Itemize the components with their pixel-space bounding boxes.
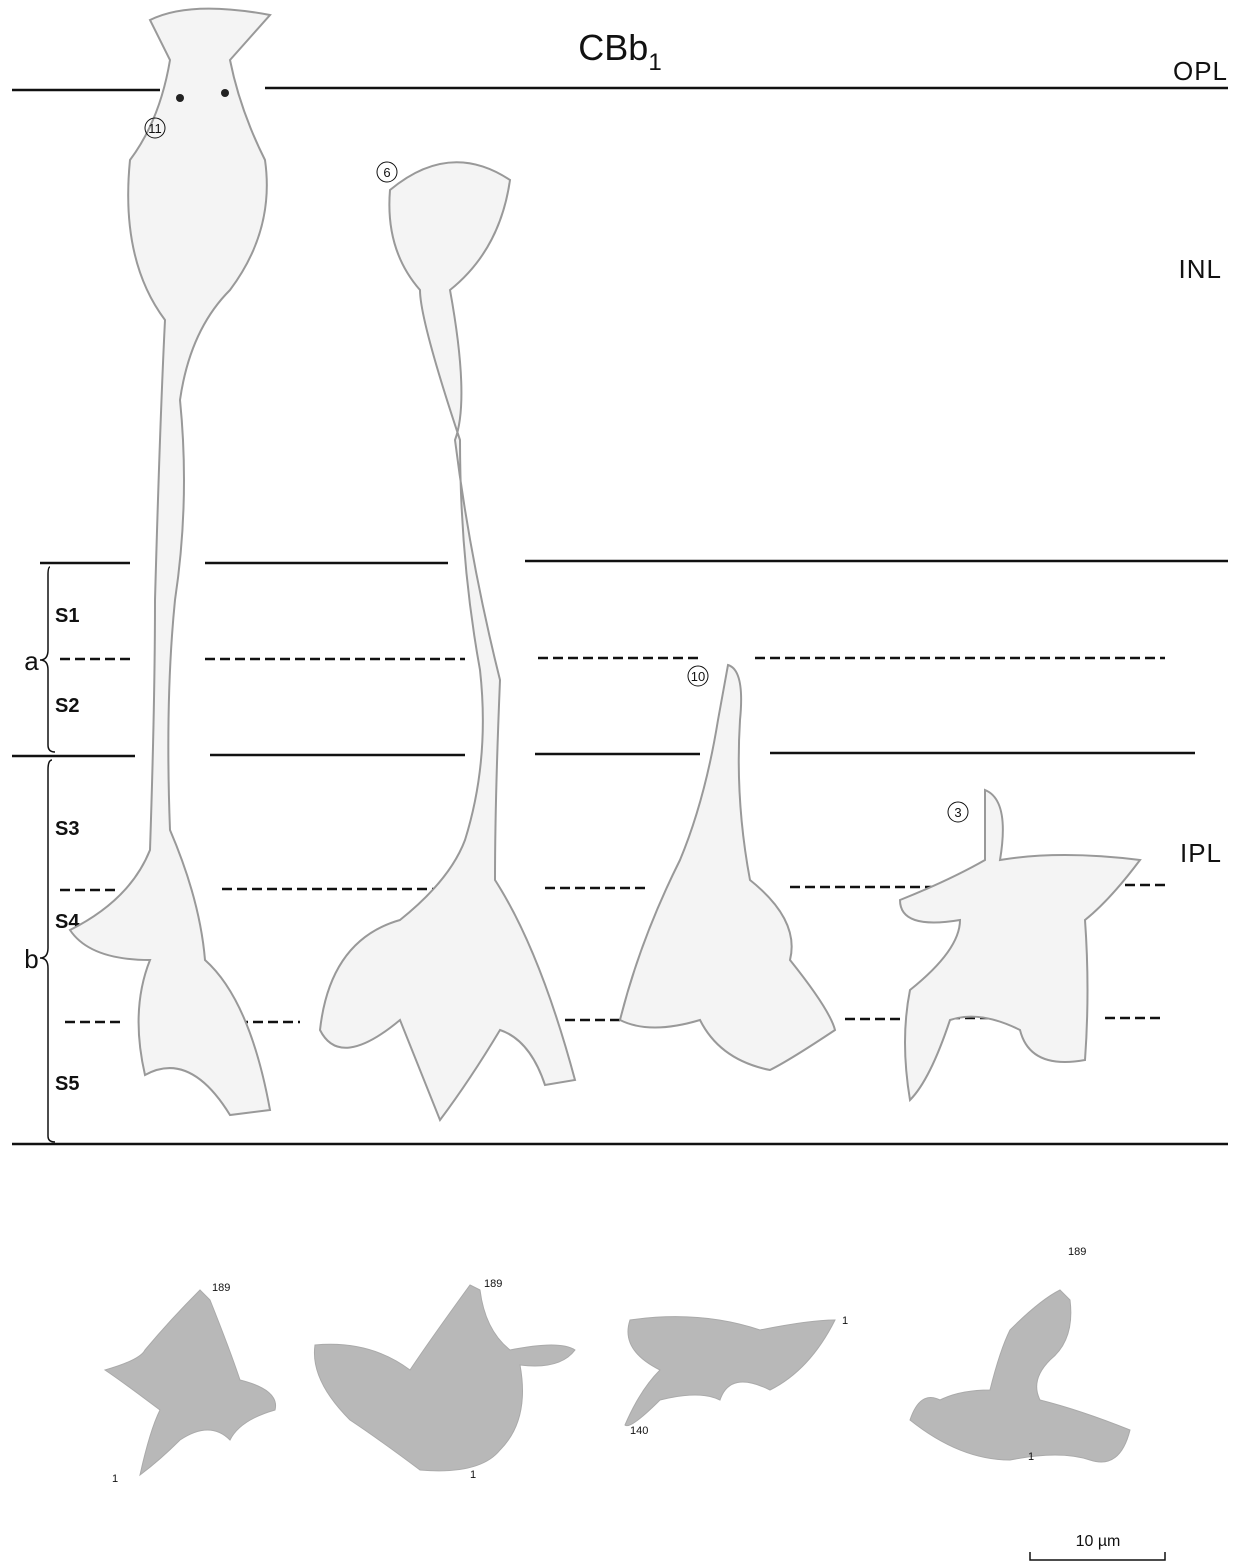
projection-label: 189	[484, 1278, 502, 1290]
layer-label: INL	[1179, 254, 1222, 284]
cell-number: 10	[691, 669, 705, 684]
projection-label: 140	[630, 1425, 648, 1437]
cell-drawings	[70, 9, 1140, 1120]
stratum-label: S2	[55, 695, 79, 717]
cell-number: 3	[954, 805, 961, 820]
title: CBb1	[578, 27, 661, 76]
sublamina-label: a	[24, 646, 39, 676]
figure: CBb1 OPL INL IPL a b S1 S2 S3 S4 S5 11 6…	[0, 0, 1241, 1565]
projection-label: 1	[842, 1315, 848, 1327]
projection-label: 189	[212, 1282, 230, 1294]
stratum-label: S1	[55, 605, 79, 627]
stratum-label: S3	[55, 818, 79, 840]
projections	[105, 1285, 1130, 1475]
cell-number: 6	[383, 165, 390, 180]
layer-label: OPL	[1173, 56, 1228, 86]
layer-label: IPL	[1180, 838, 1222, 868]
projection-label: 1	[470, 1469, 476, 1481]
scale-bar	[1030, 1552, 1165, 1560]
sublamina-label: b	[24, 944, 39, 974]
projection-label: 1	[1028, 1451, 1034, 1463]
projection-label: 1	[112, 1473, 118, 1485]
stratum-label: S5	[55, 1073, 79, 1095]
scale-bar-label: 10 µm	[1076, 1533, 1121, 1550]
cell-number: 11	[148, 121, 162, 136]
projection-label: 189	[1068, 1246, 1086, 1258]
